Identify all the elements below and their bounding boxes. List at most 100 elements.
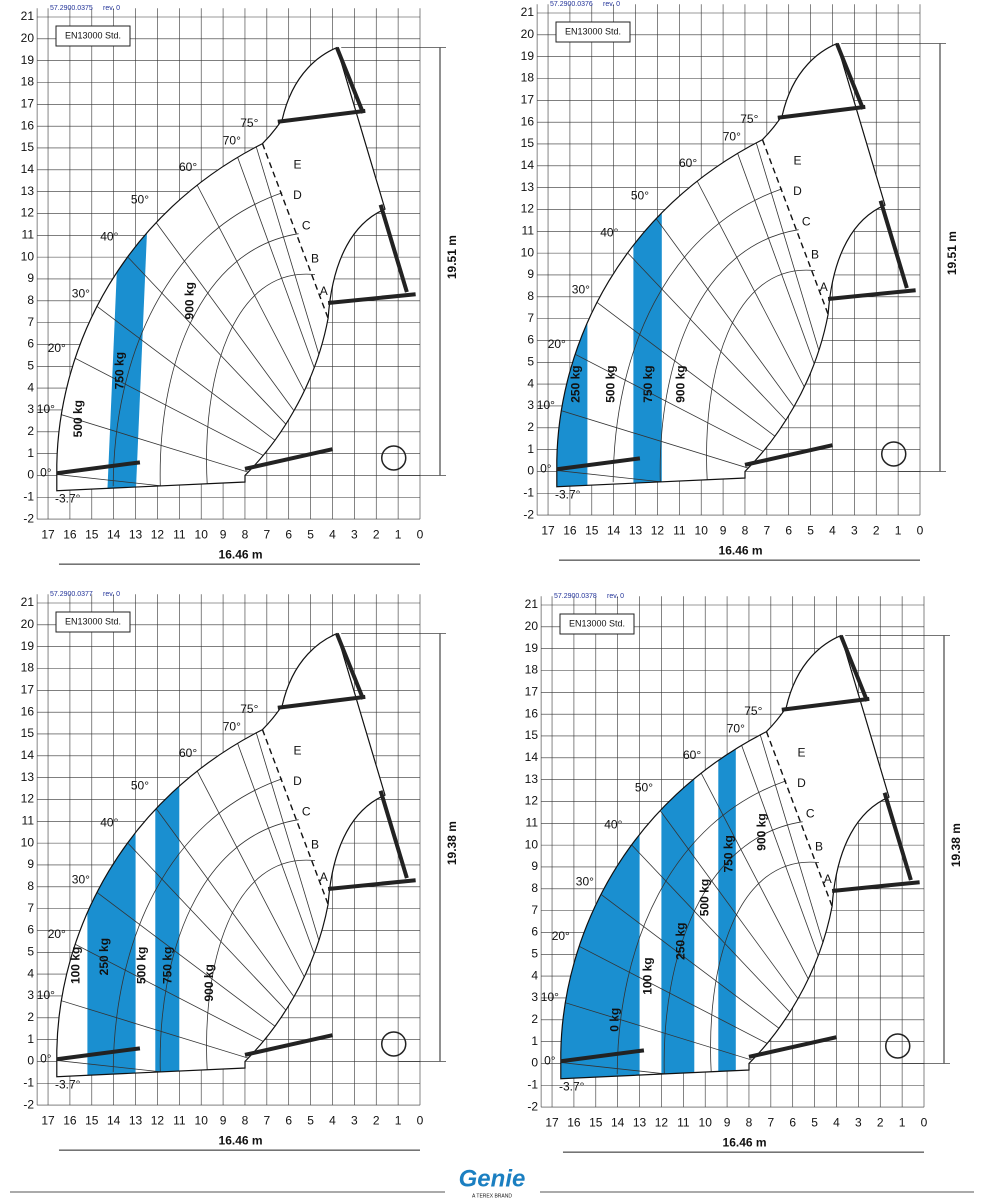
x-tick-label: 10 — [195, 1113, 209, 1127]
x-tick-label: 12 — [651, 523, 665, 537]
angle-line — [568, 495, 866, 504]
load-label: 500 kg — [604, 365, 618, 402]
y-tick-label: -1 — [527, 1077, 538, 1091]
angle-line — [560, 997, 870, 1079]
boom — [744, 443, 833, 467]
x-tick-label: 2 — [373, 1113, 380, 1127]
standard-box — [55, 611, 131, 633]
angle-line — [560, 1060, 870, 1079]
x-tick-label: 12 — [151, 1113, 165, 1127]
x-tick-label: 9 — [720, 523, 727, 537]
boom — [277, 694, 366, 710]
y-tick-label: 19 — [525, 641, 539, 655]
y-tick-label: 5 — [27, 944, 34, 958]
brand: Genie — [459, 1165, 526, 1192]
load-chart: 17 16 15 14 13 12 11 10 9 8 7 6 5 4 3 2 1 021201918171615… — [21, 591, 459, 1151]
x-tick-label: 14 — [107, 527, 121, 541]
wheel — [884, 1033, 911, 1059]
boom — [334, 46, 365, 114]
limit-line — [261, 729, 329, 905]
height-label: 19.38 m — [445, 821, 459, 865]
x-tick-label: 0 — [417, 1113, 424, 1127]
reach-arc — [159, 819, 299, 1073]
reach-label: 16.46 m — [219, 1133, 263, 1147]
angle-label: 30° — [572, 282, 590, 296]
y-tick-label: 10 — [21, 835, 35, 849]
angle-label: 75° — [744, 704, 762, 718]
reach-arc — [612, 188, 783, 483]
angle-label: 60° — [179, 746, 197, 760]
zone-label: D — [797, 776, 806, 790]
x-tick-label: 6 — [785, 523, 792, 537]
zone-label: E — [293, 158, 301, 172]
y-tick-label: 0 — [27, 1054, 34, 1068]
standard-box — [555, 21, 631, 43]
x-tick-label: 3 — [851, 523, 858, 537]
angle-label: 40° — [100, 230, 118, 244]
boom — [878, 200, 909, 289]
load-label: 0 kg — [608, 1008, 622, 1032]
angle-label: 20° — [48, 927, 66, 941]
angle-label: 30° — [72, 872, 90, 886]
y-tick-label: 6 — [527, 333, 534, 347]
y-tick-label: 3 — [27, 988, 34, 1002]
y-tick-label: 6 — [27, 337, 34, 351]
angle-label: 50° — [131, 193, 149, 207]
x-tick-label: 15 — [589, 1115, 603, 1129]
limit-line — [761, 139, 829, 315]
zone-label: C — [302, 219, 311, 233]
x-tick-label: 4 — [329, 1113, 336, 1127]
angle-label: 75° — [740, 112, 758, 126]
angle-label: 40° — [604, 818, 622, 832]
y-tick-label: 10 — [21, 249, 35, 263]
y-tick-label: 18 — [525, 663, 539, 677]
reach-arc — [710, 861, 820, 1075]
boom — [838, 634, 869, 702]
boom — [834, 42, 865, 110]
load-label: 900 kg — [674, 365, 688, 402]
boom — [327, 878, 416, 891]
x-tick-label: 2 — [877, 1115, 884, 1129]
x-tick-label: 16 — [563, 523, 577, 537]
reach-arc — [663, 821, 803, 1075]
angle-label: 30° — [576, 874, 594, 888]
y-tick-label: 2 — [27, 1010, 34, 1024]
x-tick-label: 17 — [41, 527, 55, 541]
standard: EN13000 Std. — [565, 26, 621, 36]
reach-arc — [206, 273, 316, 487]
y-tick-label: 0 — [527, 464, 534, 478]
y-tick-label: 15 — [525, 728, 539, 742]
y-tick-label: 1 — [531, 1034, 538, 1048]
y-tick-label: 2 — [527, 420, 534, 434]
y-tick-label: 19 — [521, 49, 535, 63]
load-chart: 17 16 15 14 13 12 11 10 9 8 7 6 5 4 3 2 1 021201918171615… — [21, 5, 459, 565]
load-band — [155, 633, 180, 1077]
angle-label: 60° — [179, 160, 197, 174]
y-tick-label: 14 — [21, 162, 35, 176]
load-label: 500 kg — [134, 947, 148, 984]
envelope — [556, 42, 886, 488]
angle-label: 0° — [40, 1051, 52, 1065]
zone-label: B — [311, 837, 319, 851]
y-tick-label: -1 — [523, 485, 534, 499]
load-band — [560, 635, 640, 1079]
y-tick-label: 21 — [525, 597, 539, 611]
y-tick-label: 12 — [21, 792, 35, 806]
y-tick-label: 11 — [522, 223, 535, 237]
y-tick-label: -1 — [23, 1075, 34, 1089]
zone-label: A — [320, 284, 328, 298]
load-label: 100 kg — [640, 957, 654, 994]
x-tick-label: 15 — [585, 523, 599, 537]
y-tick-label: 12 — [525, 794, 539, 808]
angle-label: 75° — [240, 702, 258, 716]
y-tick-label: 19 — [21, 639, 35, 653]
angle-line — [56, 995, 366, 1077]
x-tick-label: 11 — [173, 527, 186, 541]
y-tick-label: 15 — [21, 140, 35, 154]
x-tick-label: 10 — [195, 527, 209, 541]
y-tick-label: 9 — [527, 267, 534, 281]
y-tick-label: 4 — [27, 380, 34, 394]
angle-label: 20° — [552, 929, 570, 943]
y-tick-label: 15 — [21, 726, 35, 740]
